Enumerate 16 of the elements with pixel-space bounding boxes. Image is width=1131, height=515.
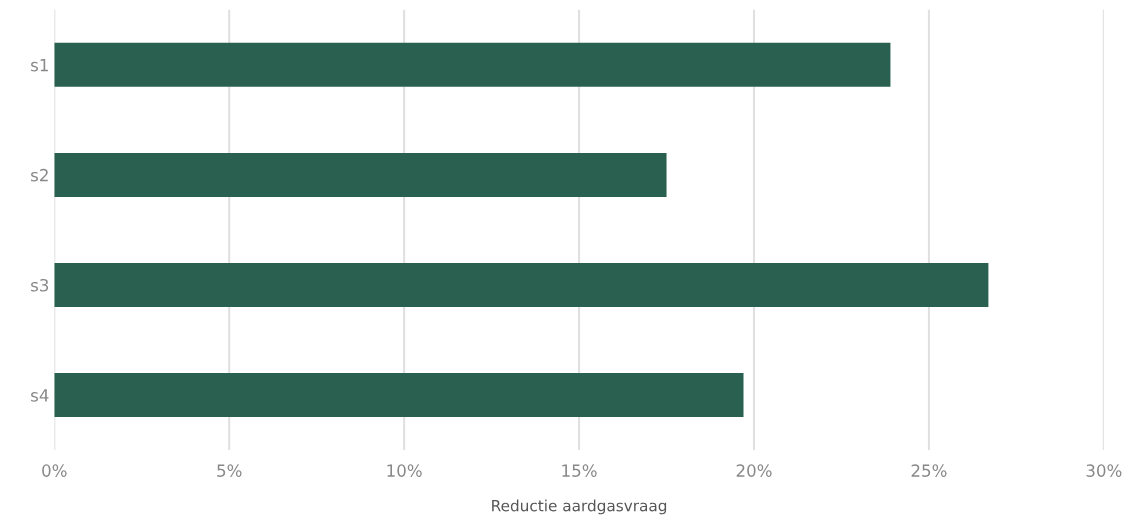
y-tick-label: s3 [31, 278, 49, 292]
x-tick-label: 10% [387, 464, 422, 477]
bar [54, 152, 667, 197]
bar [54, 262, 989, 307]
x-tick-label: 0% [42, 464, 67, 477]
x-tick-label: 30% [1086, 464, 1122, 477]
x-tick-label: 15% [562, 464, 597, 477]
y-tick-label: s2 [31, 168, 48, 182]
y-tick-label: s4 [31, 389, 49, 402]
x-tick-label: 25% [911, 464, 947, 477]
x-tick-label: 5% [217, 464, 242, 477]
bar [54, 42, 891, 87]
y-tick-label: s1 [31, 59, 48, 72]
bar [54, 373, 744, 418]
x-tick-label: 20% [736, 464, 772, 477]
x-axis-title: Reductie aardgasvraag [492, 499, 667, 515]
